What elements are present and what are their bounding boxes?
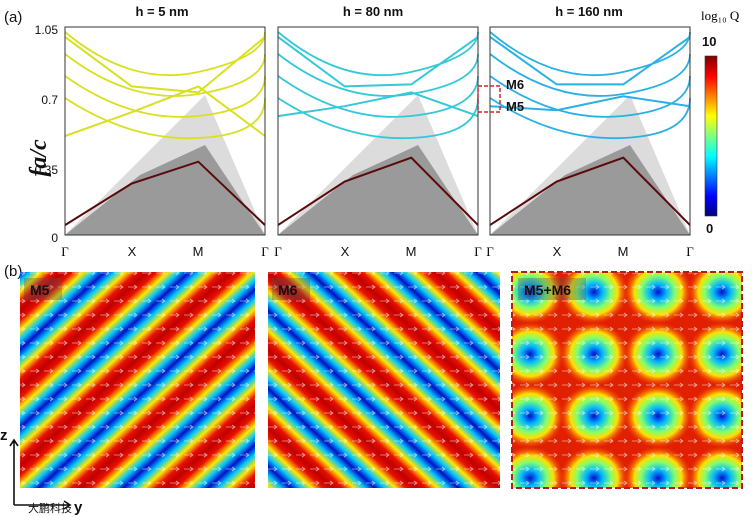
x-tick-label: Γ: [61, 244, 69, 259]
panel-b-label: (b): [4, 263, 22, 280]
band-panel-h80: h = 80 nm Γ X M Γ: [274, 4, 482, 259]
x-tick-label: Γ: [274, 244, 282, 259]
label-backdrop: [272, 278, 310, 300]
colorbar-gradient: [704, 55, 718, 217]
band-line: [64, 75, 266, 118]
x-tick-label: X: [128, 244, 137, 259]
field-panel-m5-m6: M5+M6: [511, 271, 743, 489]
mode-label-m6: M6: [506, 77, 524, 92]
mode-highlight-box: [477, 85, 501, 113]
panel-a-label: (a): [4, 9, 22, 26]
y-tick-label: 0: [51, 231, 58, 245]
light-cone-lower: [490, 145, 690, 235]
band-line: [64, 31, 266, 77]
x-tick-labels: Γ X M Γ: [61, 244, 269, 259]
band-lines: [489, 31, 691, 226]
band-panel-h5: h = 5 nm Γ X M Γ: [61, 4, 269, 259]
field-panel-label: M5+M6: [524, 282, 571, 298]
x-tick-label: X: [341, 244, 350, 259]
x-tick-labels: Γ X M Γ: [486, 244, 694, 259]
x-tick-label: M: [193, 244, 204, 259]
field-vectors: [20, 272, 255, 488]
field-panel-label: M6: [278, 282, 298, 298]
field-vectors: [268, 272, 500, 488]
band-line: [277, 97, 479, 140]
colorbar-min-label: 0: [706, 221, 713, 236]
y-tick-label: 0.7: [41, 93, 58, 107]
plot-frame: [64, 26, 266, 236]
field-panel-m6: M6: [268, 272, 500, 488]
field-panel-label: M5: [30, 282, 50, 298]
y-axis-dir-label: y: [74, 499, 83, 516]
light-cone-lower: [65, 145, 265, 235]
panel-title: h = 80 nm: [343, 4, 403, 19]
colorbar-label: log₁₀ Q: [701, 8, 740, 23]
band-line-fundamental: [64, 160, 266, 226]
band-line: [277, 91, 479, 118]
label-backdrop: [518, 278, 586, 300]
highlight-frame: [511, 271, 743, 489]
band-line-fundamental: [489, 156, 691, 226]
x-tick-label: Γ: [261, 244, 269, 259]
band-line: [489, 97, 691, 140]
colorbar: log₁₀ Q 10 0: [701, 8, 740, 236]
band-line: [64, 85, 266, 137]
band-line: [64, 36, 266, 94]
band-panel-h160: h = 160 nm Γ X M Γ M6 M5: [477, 4, 694, 259]
panel-title: h = 5 nm: [135, 4, 188, 19]
band-line: [277, 75, 479, 118]
x-tick-label: Γ: [686, 244, 694, 259]
light-cone-lower: [278, 145, 478, 235]
band-line: [277, 53, 479, 97]
band-lines: [64, 31, 266, 226]
field-vectors: [512, 272, 742, 488]
y-tick-label: 1.05: [35, 23, 59, 37]
z-axis-label: z: [0, 427, 8, 444]
band-lines: [277, 31, 479, 226]
x-tick-label: Γ: [486, 244, 494, 259]
band-line: [489, 95, 691, 112]
mode-label-m5: M5: [506, 99, 524, 114]
band-line: [64, 97, 266, 140]
axes-indicator: z y 大鹏科技: [0, 427, 83, 516]
x-tick-labels: Γ X M Γ: [274, 244, 482, 259]
field-panel-m5: M5: [20, 272, 255, 488]
z-arrow-icon: [9, 438, 19, 505]
y-axis-label: fa/c: [26, 139, 52, 177]
label-backdrop: [24, 278, 62, 300]
band-line-fundamental: [277, 156, 479, 226]
plot-frame: [277, 26, 479, 236]
x-tick-label: X: [553, 244, 562, 259]
panel-title: h = 160 nm: [555, 4, 623, 19]
plot-frame: [489, 26, 691, 236]
colorbar-max-label: 10: [702, 34, 716, 49]
x-tick-label: M: [618, 244, 629, 259]
x-tick-label: Γ: [474, 244, 482, 259]
y-arrow-icon: [14, 500, 72, 510]
x-tick-label: M: [406, 244, 417, 259]
band-line: [277, 31, 479, 77]
y-tick-labels: 0 0.35 0.7 1.05: [35, 23, 59, 245]
band-line: [277, 36, 479, 88]
band-line: [64, 53, 266, 97]
band-line: [489, 53, 691, 97]
y-tick-label: 0.35: [35, 163, 59, 177]
band-line: [489, 36, 691, 86]
watermark: 大鹏科技: [28, 501, 72, 515]
band-line: [489, 31, 691, 77]
band-line: [489, 75, 691, 118]
